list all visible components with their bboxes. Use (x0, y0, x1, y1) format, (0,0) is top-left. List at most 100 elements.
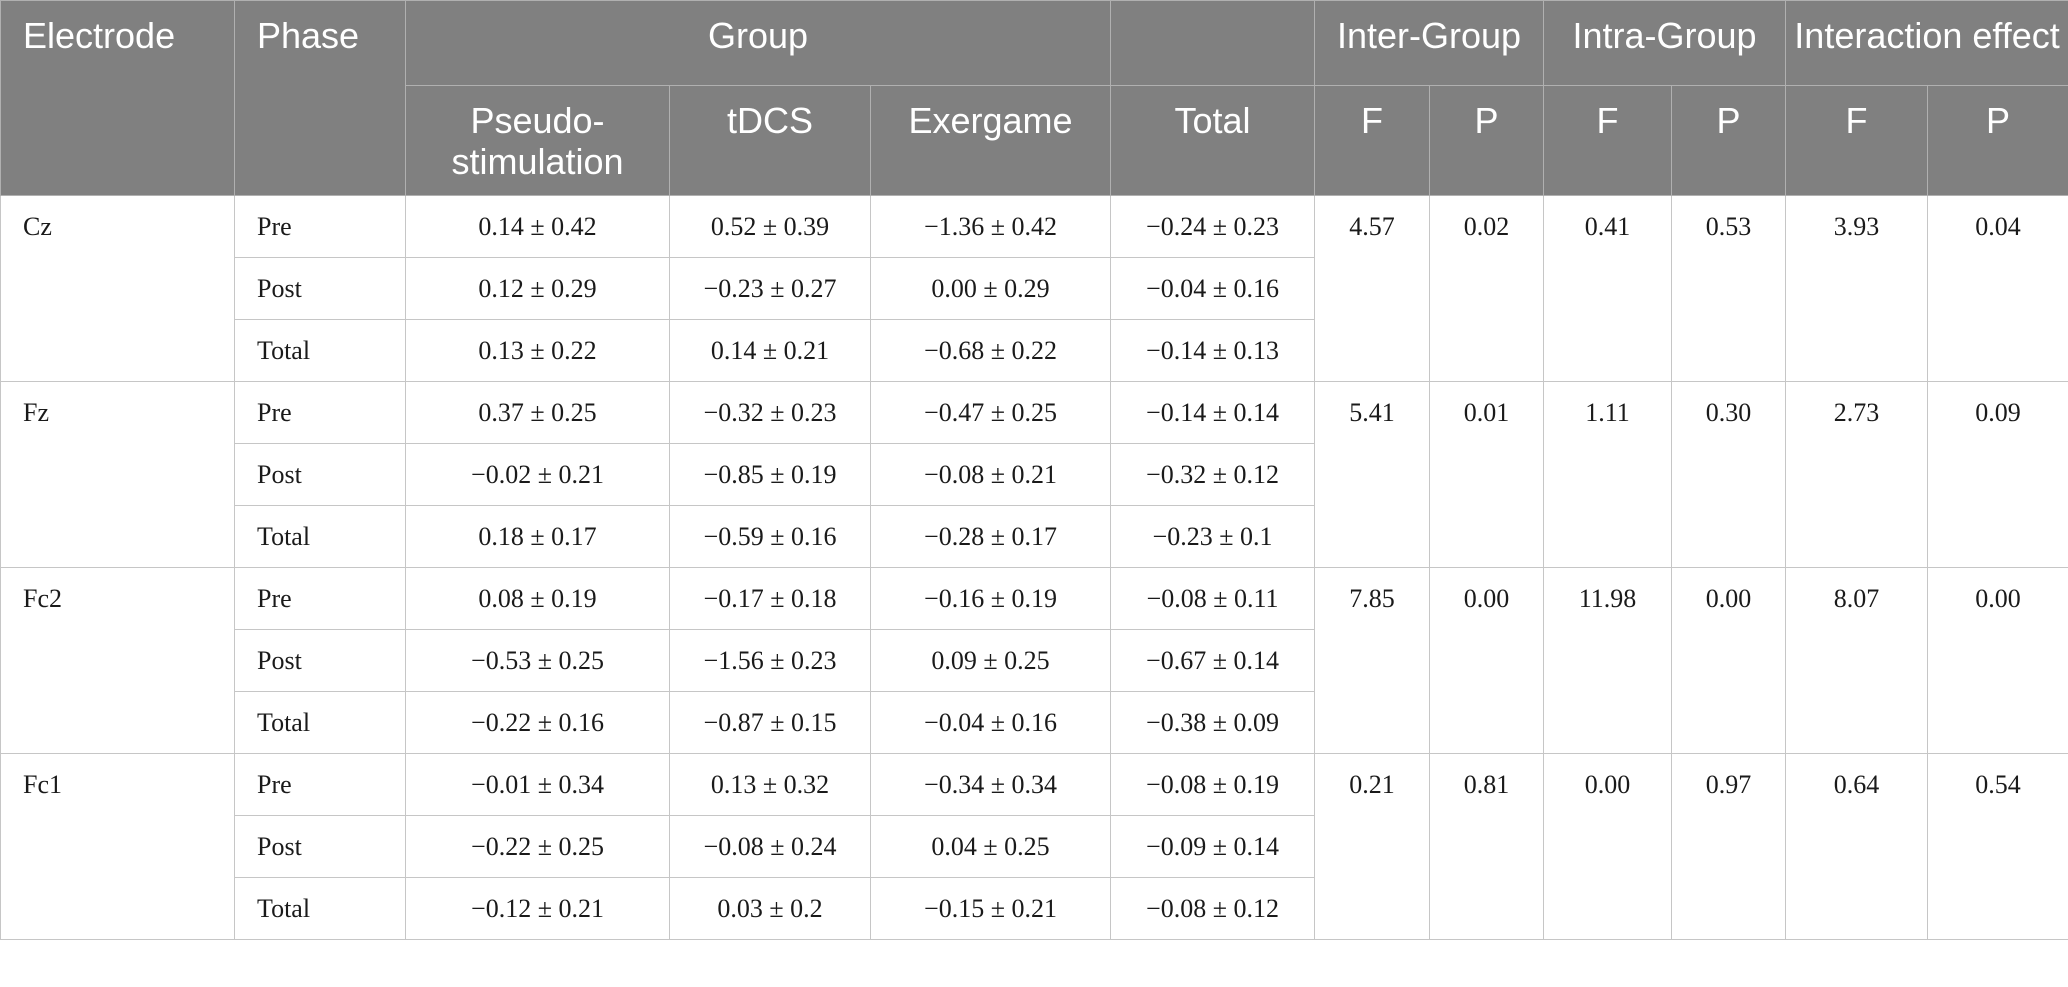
inter-p-cell: 0.02 (1429, 195, 1545, 382)
tdcs-cell: −0.23 ± 0.27 (669, 257, 871, 320)
interaction-p-cell: 0.54 (1927, 753, 2068, 940)
header-interaction-effect: Interaction effect (1785, 0, 2068, 86)
phase-cell: Total (234, 505, 406, 568)
phase-cell: Total (234, 877, 406, 940)
total-cell: −0.14 ± 0.13 (1110, 319, 1316, 382)
header-intra-f: F (1543, 85, 1673, 196)
header-pseudo-stimulation: Pseudo-stimulation (405, 85, 670, 196)
table-row: Total −0.12 ± 0.21 0.03 ± 0.2 −0.15 ± 0.… (1, 877, 2068, 940)
tdcs-cell: −0.59 ± 0.16 (669, 505, 871, 568)
tdcs-cell: 0.03 ± 0.2 (669, 877, 871, 940)
pseudo-cell: −0.12 ± 0.21 (405, 877, 670, 940)
header-total: Total (1110, 85, 1316, 196)
table-row: Post −0.53 ± 0.25 −1.56 ± 0.23 0.09 ± 0.… (1, 629, 2068, 692)
table-row: Post −0.02 ± 0.21 −0.85 ± 0.19 −0.08 ± 0… (1, 443, 2068, 506)
phase-cell: Post (234, 629, 406, 692)
pseudo-cell: −0.53 ± 0.25 (405, 629, 670, 692)
table-header: Electrode Phase Group Inter-Group Intra-… (0, 0, 2068, 196)
table-row: Total 0.13 ± 0.22 0.14 ± 0.21 −0.68 ± 0.… (1, 319, 2068, 382)
tdcs-cell: 0.13 ± 0.32 (669, 753, 871, 816)
phase-cell: Pre (234, 195, 406, 258)
interaction-p-cell: 0.09 (1927, 381, 2068, 568)
intra-f-cell: 1.11 (1543, 381, 1673, 568)
total-cell: −0.67 ± 0.14 (1110, 629, 1316, 692)
header-interaction-p: P (1927, 85, 2068, 196)
intra-f-cell: 11.98 (1543, 567, 1673, 754)
total-cell: −0.38 ± 0.09 (1110, 691, 1316, 754)
tdcs-cell: 0.52 ± 0.39 (669, 195, 871, 258)
total-cell: −0.32 ± 0.12 (1110, 443, 1316, 506)
exergame-cell: 0.04 ± 0.25 (869, 815, 1112, 878)
exergame-cell: 0.09 ± 0.25 (869, 629, 1112, 692)
exergame-cell: −0.47 ± 0.25 (869, 381, 1112, 444)
total-cell: −0.14 ± 0.14 (1110, 381, 1316, 444)
table-row: Fc1 Pre −0.01 ± 0.34 0.13 ± 0.32 −0.34 ±… (0, 753, 2068, 940)
inter-f-cell: 0.21 (1314, 753, 1431, 940)
intra-p-cell: 0.30 (1671, 381, 1787, 568)
intra-f-cell: 0.00 (1543, 753, 1673, 940)
tdcs-cell: 0.14 ± 0.21 (669, 319, 871, 382)
intra-p-cell: 0.00 (1671, 567, 1787, 754)
exergame-cell: −1.36 ± 0.42 (869, 195, 1112, 258)
inter-p-cell: 0.81 (1429, 753, 1545, 940)
header-inter-group: Inter-Group (1314, 0, 1545, 86)
phase-cell: Pre (234, 381, 406, 444)
header-phase: Phase (234, 0, 406, 196)
tdcs-cell: −0.17 ± 0.18 (669, 567, 871, 630)
total-cell: −0.04 ± 0.16 (1110, 257, 1316, 320)
table-row: Fc2 Pre 0.08 ± 0.19 −0.17 ± 0.18 −0.16 ±… (0, 567, 2068, 754)
results-table: Electrode Phase Group Inter-Group Intra-… (0, 0, 2068, 940)
pseudo-cell: 0.13 ± 0.22 (405, 319, 670, 382)
header-electrode: Electrode (0, 0, 235, 196)
tdcs-cell: −0.08 ± 0.24 (669, 815, 871, 878)
exergame-cell: −0.34 ± 0.34 (869, 753, 1112, 816)
phase-cell: Post (234, 443, 406, 506)
table-row: Cz Pre 0.14 ± 0.42 0.52 ± 0.39 −1.36 ± 0… (0, 195, 2068, 382)
pseudo-cell: 0.18 ± 0.17 (405, 505, 670, 568)
header-tdcs: tDCS (669, 85, 871, 196)
phase-cell: Total (234, 691, 406, 754)
header-inter-f: F (1314, 85, 1431, 196)
electrode-cell: Fc2 (0, 567, 235, 754)
intra-f-cell: 0.41 (1543, 195, 1673, 382)
interaction-f-cell: 0.64 (1785, 753, 1929, 940)
inter-p-cell: 0.00 (1429, 567, 1545, 754)
electrode-cell: Fz (0, 381, 235, 568)
table-row: Total 0.18 ± 0.17 −0.59 ± 0.16 −0.28 ± 0… (1, 505, 2068, 568)
intra-p-cell: 0.97 (1671, 753, 1787, 940)
exergame-cell: −0.68 ± 0.22 (869, 319, 1112, 382)
interaction-f-cell: 8.07 (1785, 567, 1929, 754)
header-group-spacer (1110, 0, 1316, 86)
total-cell: −0.09 ± 0.14 (1110, 815, 1316, 878)
pseudo-cell: 0.14 ± 0.42 (405, 195, 670, 258)
total-cell: −0.08 ± 0.11 (1110, 567, 1316, 630)
exergame-cell: −0.08 ± 0.21 (869, 443, 1112, 506)
tdcs-cell: −0.32 ± 0.23 (669, 381, 871, 444)
exergame-cell: −0.15 ± 0.21 (869, 877, 1112, 940)
inter-f-cell: 5.41 (1314, 381, 1431, 568)
pseudo-cell: −0.22 ± 0.25 (405, 815, 670, 878)
pseudo-cell: 0.37 ± 0.25 (405, 381, 670, 444)
interaction-p-cell: 0.00 (1927, 567, 2068, 754)
phase-cell: Pre (234, 753, 406, 816)
inter-f-cell: 7.85 (1314, 567, 1431, 754)
pseudo-cell: 0.12 ± 0.29 (405, 257, 670, 320)
pseudo-cell: −0.22 ± 0.16 (405, 691, 670, 754)
phase-cell: Post (234, 815, 406, 878)
pseudo-cell: −0.01 ± 0.34 (405, 753, 670, 816)
inter-f-cell: 4.57 (1314, 195, 1431, 382)
interaction-f-cell: 3.93 (1785, 195, 1929, 382)
tdcs-cell: −0.85 ± 0.19 (669, 443, 871, 506)
total-cell: −0.08 ± 0.12 (1110, 877, 1316, 940)
pseudo-cell: 0.08 ± 0.19 (405, 567, 670, 630)
inter-p-cell: 0.01 (1429, 381, 1545, 568)
header-inter-p: P (1429, 85, 1545, 196)
header-interaction-f: F (1785, 85, 1929, 196)
interaction-f-cell: 2.73 (1785, 381, 1929, 568)
exergame-cell: −0.16 ± 0.19 (869, 567, 1112, 630)
total-cell: −0.23 ± 0.1 (1110, 505, 1316, 568)
interaction-p-cell: 0.04 (1927, 195, 2068, 382)
table-row: Post −0.22 ± 0.25 −0.08 ± 0.24 0.04 ± 0.… (1, 815, 2068, 878)
electrode-cell: Fc1 (0, 753, 235, 940)
header-group: Group (404, 0, 1112, 86)
